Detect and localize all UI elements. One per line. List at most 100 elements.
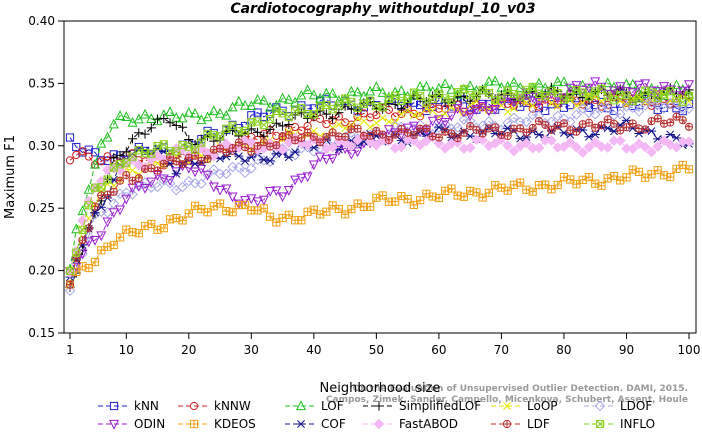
data-point bbox=[416, 110, 425, 119]
data-point bbox=[646, 146, 657, 158]
data-point bbox=[265, 212, 275, 221]
data-point bbox=[447, 129, 456, 138]
data-point bbox=[671, 79, 682, 90]
legend-label: LoOP bbox=[527, 399, 558, 413]
data-point bbox=[472, 125, 481, 134]
data-point bbox=[108, 118, 119, 129]
data-point bbox=[584, 118, 594, 127]
data-point bbox=[96, 231, 107, 242]
plot-frame bbox=[63, 20, 697, 334]
data-point bbox=[422, 124, 431, 133]
data-point bbox=[190, 107, 201, 118]
data-point bbox=[197, 138, 206, 147]
data-point bbox=[109, 187, 118, 196]
data-point bbox=[508, 97, 519, 108]
data-point bbox=[503, 186, 512, 195]
data-point bbox=[409, 200, 418, 210]
data-point bbox=[671, 133, 682, 142]
data-point bbox=[378, 191, 387, 200]
data-point bbox=[366, 202, 375, 211]
data-point bbox=[628, 119, 637, 128]
data-point bbox=[396, 104, 406, 114]
data-point bbox=[215, 185, 226, 196]
data-point bbox=[228, 208, 237, 217]
data-point bbox=[633, 80, 644, 91]
data-point bbox=[128, 166, 137, 175]
data-point bbox=[190, 145, 200, 154]
data-point bbox=[152, 114, 163, 124]
data-point bbox=[453, 134, 462, 143]
data-point bbox=[215, 107, 226, 118]
data-point bbox=[259, 204, 268, 213]
data-point bbox=[77, 215, 88, 226]
data-point bbox=[427, 116, 438, 127]
data-point bbox=[384, 117, 393, 126]
legend-item: SimplifiedLOF bbox=[363, 399, 481, 413]
data-point bbox=[284, 210, 293, 220]
legend-item: COF bbox=[285, 417, 346, 431]
data-point bbox=[391, 118, 400, 127]
data-point bbox=[371, 139, 382, 151]
data-point bbox=[208, 105, 219, 116]
legend-label: FastABOD bbox=[399, 417, 458, 431]
data-point bbox=[283, 94, 294, 104]
data-point bbox=[146, 113, 157, 123]
legend-item: LDOF bbox=[584, 399, 652, 413]
data-point bbox=[672, 104, 681, 113]
data-point bbox=[528, 187, 537, 196]
data-point bbox=[602, 102, 614, 114]
data-point bbox=[146, 123, 156, 133]
data-point bbox=[103, 156, 112, 165]
data-point bbox=[609, 171, 619, 181]
series-ODIN bbox=[64, 77, 695, 278]
y-tick-label: 0.35 bbox=[28, 76, 55, 90]
data-point bbox=[346, 140, 357, 152]
data-point bbox=[120, 187, 132, 199]
data-point bbox=[302, 172, 313, 183]
data-point bbox=[683, 103, 695, 114]
data-point bbox=[465, 111, 476, 122]
data-point bbox=[583, 141, 595, 153]
data-point bbox=[633, 106, 645, 117]
x-tick-label: 50 bbox=[369, 343, 384, 357]
data-point bbox=[178, 216, 187, 225]
x-axis: 1 10 20 30 40 50 60 70 80 90 100 bbox=[66, 333, 700, 357]
data-point bbox=[252, 93, 263, 104]
legend-marker bbox=[502, 419, 512, 429]
data-point bbox=[253, 108, 262, 117]
legend-item: FastABOD bbox=[363, 417, 458, 431]
series-LDF bbox=[65, 112, 694, 289]
data-point bbox=[527, 109, 538, 121]
legend-marker bbox=[595, 419, 605, 429]
data-point bbox=[195, 178, 207, 190]
legend-label: ODIN bbox=[134, 417, 165, 431]
data-point bbox=[515, 134, 525, 143]
legend: kNN kNNW LOF SimplifiedLOF LoOP LDOF ODIN KDEOS… bbox=[98, 399, 655, 431]
data-point bbox=[378, 103, 387, 112]
data-point bbox=[490, 104, 501, 115]
x-axis-label: Neighborhood size bbox=[320, 381, 441, 396]
data-point bbox=[440, 78, 451, 89]
data-point bbox=[489, 138, 501, 149]
data-point bbox=[297, 216, 306, 225]
data-point bbox=[327, 154, 338, 165]
data-point bbox=[641, 125, 650, 134]
data-point bbox=[140, 129, 150, 139]
data-point bbox=[566, 126, 575, 135]
legend-label: LDF bbox=[527, 417, 550, 431]
data-point bbox=[414, 139, 426, 151]
data-point bbox=[290, 175, 301, 186]
data-point bbox=[533, 98, 544, 109]
data-point bbox=[309, 205, 318, 214]
data-point bbox=[177, 122, 188, 132]
data-point bbox=[321, 109, 331, 119]
x-tick-label: 1 bbox=[66, 343, 74, 357]
data-point bbox=[534, 117, 544, 126]
data-point bbox=[552, 110, 564, 122]
data-point bbox=[391, 130, 400, 139]
data-point bbox=[258, 155, 270, 166]
data-point bbox=[265, 124, 275, 135]
data-point bbox=[583, 83, 594, 94]
data-point bbox=[234, 152, 244, 161]
legend-item: LOF bbox=[285, 399, 344, 413]
